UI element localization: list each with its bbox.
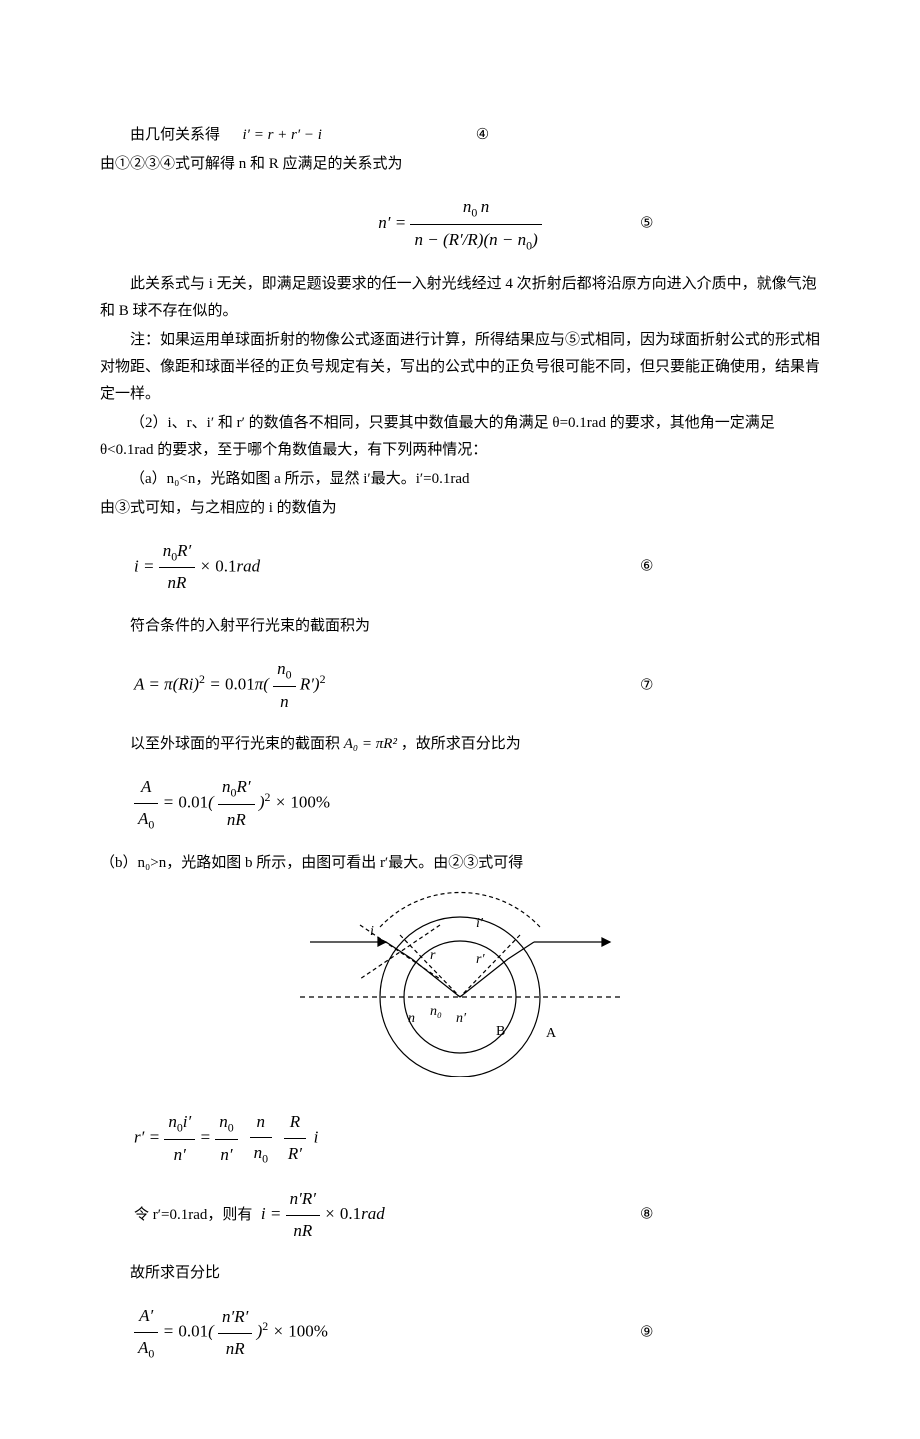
line-5: （2）i、r、i′ 和 r′ 的数值各不相同，只要其中数值最大的角满足 θ=0.… (100, 410, 820, 464)
fig-rprime: r′ (476, 952, 485, 967)
eq-rprime: r′ = n0i′ n′ = n0 n′ n n0 R R′ i (100, 1107, 820, 1170)
line-11: 故所求百分比 (100, 1260, 820, 1287)
eqnum-5: ⑤ (640, 211, 653, 238)
eq4: i′ = r + r′ − i (243, 127, 322, 143)
l9pre: 以至外球面的平行光束的截面积 (130, 736, 340, 752)
fig-i: i (370, 924, 374, 939)
eq7: A = π(Ri)2 = 0.01π( n0 n R′)2 ⑦ (100, 654, 820, 717)
line-4: 注：如果运用单球面折射的物像公式逐面进行计算，所得结果应与⑤式相同，因为球面折射… (100, 327, 820, 408)
line-3: 此关系式与 i 无关，即满足题设要求的任一入射光线经过 4 次折射后都将沿原方向… (100, 271, 820, 325)
text: 由几何关系得 (130, 127, 220, 143)
line-6: （a）n₀<n，光路如图 a 所示，显然 i′最大。i′=0.1rad (100, 466, 820, 493)
eqnum-8: ⑧ (640, 1202, 653, 1229)
eq-ratio-a: A A0 = 0.01( n0R′ nR )2 × 100% (100, 772, 820, 835)
fig-n: n (408, 1011, 415, 1026)
line-2: 由①②③④式可解得 n 和 R 应满足的关系式为 (100, 151, 820, 178)
fig-n0: n₀ (430, 1004, 442, 1019)
eqnum-4: ④ (446, 122, 489, 149)
fig-iprime: i′ (476, 916, 484, 931)
line-9: 以至外球面的平行光束的截面积 A₀ = πR² ，故所求百分比为 (100, 731, 820, 758)
line-10: （b）n₀>n，光路如图 b 所示，由图可看出 r′最大。由②③式可得 (100, 850, 820, 877)
eqnum-6: ⑥ (640, 554, 653, 581)
eq5: n′ = n0 n n − (R′/R)(n − n0) ⑤ (100, 192, 820, 257)
optics-figure: i i′ r r′ n n₀ n′ B A (100, 887, 820, 1087)
eqnum-7: ⑦ (640, 672, 653, 699)
line-geom: 由几何关系得 i′ = r + r′ − i ④ (100, 122, 820, 149)
line-8: 符合条件的入射平行光束的截面积为 (100, 613, 820, 640)
eq8-pre: 令 r′=0.1rad，则有 (134, 1207, 252, 1223)
eq8: 令 r′=0.1rad，则有 i = n′R′ nR × 0.1rad ⑧ (100, 1184, 820, 1246)
fig-A: A (546, 1026, 557, 1041)
eq9: A′ A0 = 0.01( n′R′ nR )2 × 100% ⑨ (100, 1301, 820, 1364)
eq6: i = n0R′ nR × 0.1rad ⑥ (100, 536, 820, 599)
fig-B: B (496, 1024, 505, 1039)
fig-r: r (430, 948, 436, 963)
l9mid: A₀ = πR² (344, 736, 397, 752)
l9post: ，故所求百分比为 (401, 736, 521, 752)
line-7: 由③式可知，与之相应的 i 的数值为 (100, 495, 820, 522)
eqnum-9: ⑨ (640, 1320, 653, 1347)
fig-nprime: n′ (456, 1011, 467, 1026)
